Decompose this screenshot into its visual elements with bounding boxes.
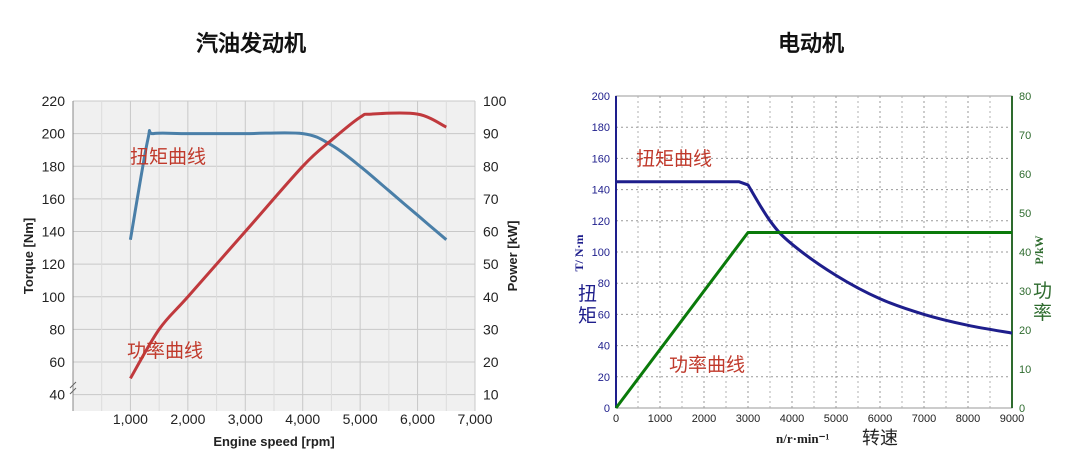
motor-left-tick-label: 120: [592, 216, 610, 228]
engine-right-tick-label: 70: [483, 191, 499, 207]
motor-left-tick-label: 100: [592, 247, 610, 259]
motor-left-tick-label: 40: [598, 341, 610, 353]
engine-x-tick-label: 7,000: [457, 411, 492, 427]
motor-x-axis-label-cn: 转速: [862, 428, 898, 449]
engine-x-tick-label: 3,000: [228, 411, 263, 427]
engine-right-tick-label: 30: [483, 321, 499, 337]
engine-right-tick-label: 50: [483, 256, 499, 272]
engine-left-tick-label: 60: [49, 354, 65, 370]
motor-power-annotation: 功率曲线: [669, 354, 745, 376]
motor-left-tick-label: 0: [604, 403, 610, 415]
engine-x-tick-label: 5,000: [343, 411, 378, 427]
motor-right-axis-label: P/kW: [1032, 235, 1046, 264]
motor-left-tick-label: 80: [598, 278, 610, 290]
motor-left-tick-label: 160: [592, 153, 610, 165]
motor-left-axis-label-cn: 扭矩: [578, 283, 597, 327]
engine-right-tick-label: 80: [483, 158, 499, 174]
engine-torque-annotation: 扭矩曲线: [130, 146, 206, 168]
motor-x-tick-label: 9000: [1000, 413, 1024, 425]
axis-break-mark: [69, 381, 77, 395]
engine-left-axis-label: Torque [Nm]: [21, 218, 36, 294]
motor-left-tick-label: 200: [592, 91, 610, 103]
engine-right-tick-label: 40: [483, 289, 499, 305]
motor-right-tick-label: 60: [1019, 169, 1031, 181]
motor-left-tick-label: 60: [598, 309, 610, 321]
motor-x-tick-label: 0: [613, 413, 619, 425]
right-chart-title: 电动机: [778, 32, 845, 57]
motor-ticks: 0204060801001201401601802000102030405060…: [592, 91, 1032, 425]
motor-x-axis-label: n/r·min⁻¹: [776, 431, 829, 446]
engine-left-tick-label: 220: [42, 93, 66, 109]
motor-grid: [615, 95, 1013, 409]
motor-right-tick-label: 0: [1019, 403, 1025, 415]
motor-left-tick-label: 20: [598, 372, 610, 384]
engine-x-tick-label: 2,000: [170, 411, 205, 427]
engine-right-tick-label: 90: [483, 126, 499, 142]
engine-ticks: 40 60 80 100 120 140 160 180 200 220 10 20 30 40 50 60 7…: [42, 93, 507, 427]
engine-left-tick-label: 200: [42, 126, 66, 142]
engine-left-tick-label: 140: [42, 224, 66, 240]
engine-power-line: [129, 111, 447, 380]
motor-right-tick-label: 30: [1019, 286, 1031, 298]
left-chart-title: 汽油发动机: [196, 32, 307, 57]
motor-right-tick-label: 50: [1019, 208, 1031, 220]
engine-right-tick-label: 10: [483, 387, 499, 403]
engine-left-tick-label: 100: [42, 289, 66, 305]
engine-right-tick-label: 60: [483, 224, 499, 240]
engine-series: [128, 111, 448, 380]
motor-right-tick-label: 10: [1019, 364, 1031, 376]
motor-right-tick-label: 20: [1019, 325, 1031, 337]
motor-x-tick-label: 3000: [736, 413, 760, 425]
motor-right-tick-label: 70: [1019, 130, 1031, 142]
engine-chart: 40 60 80 100 120 140 160 180 200 220 10 20 30 40 50 60 7…: [21, 93, 520, 449]
engine-power-annotation: 功率曲线: [127, 340, 203, 362]
motor-right-axis-label-cn: 功率: [1033, 280, 1052, 324]
motor-x-tick-label: 7000: [912, 413, 936, 425]
engine-left-tick-label: 120: [42, 256, 66, 272]
motor-x-tick-label: 8000: [956, 413, 980, 425]
engine-right-axis-label: Power [kW]: [505, 221, 520, 292]
engine-x-tick-label: 1,000: [113, 411, 148, 427]
engine-x-tick-label: 4,000: [285, 411, 320, 427]
motor-series: [614, 180, 1013, 409]
engine-x-tick-label: 6,000: [400, 411, 435, 427]
motor-left-tick-label: 140: [592, 185, 610, 197]
engine-left-tick-label: 40: [49, 387, 65, 403]
engine-torque-line: [128, 129, 448, 241]
motor-chart: 0204060801001201401601802000102030405060…: [572, 91, 1052, 449]
motor-right-tick-label: 80: [1019, 91, 1031, 103]
engine-right-tick-label: 20: [483, 354, 499, 370]
engine-left-tick-label: 160: [42, 191, 66, 207]
engine-left-tick-label: 180: [42, 158, 66, 174]
motor-x-tick-label: 2000: [692, 413, 716, 425]
engine-x-axis-label: Engine speed [rpm]: [213, 434, 334, 449]
motor-right-tick-label: 40: [1019, 247, 1031, 259]
motor-left-tick-label: 180: [592, 122, 610, 134]
engine-left-tick-label: 80: [49, 321, 65, 337]
motor-x-tick-label: 6000: [868, 413, 892, 425]
motor-torque-line: [616, 180, 1013, 335]
motor-x-tick-label: 1000: [648, 413, 672, 425]
motor-left-axis-label: T/ N·m: [572, 234, 586, 271]
motor-x-tick-label: 5000: [824, 413, 848, 425]
motor-torque-annotation: 扭矩曲线: [636, 148, 712, 170]
engine-right-tick-label: 100: [483, 93, 507, 109]
motor-power-line: [614, 231, 1012, 409]
motor-x-tick-label: 4000: [780, 413, 804, 425]
